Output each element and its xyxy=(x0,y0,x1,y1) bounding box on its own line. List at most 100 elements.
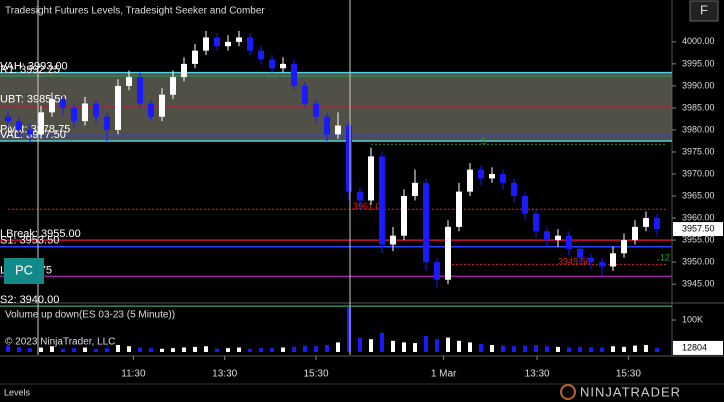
candle-body xyxy=(434,262,440,280)
candle-body xyxy=(588,257,594,263)
y-tick-label: 4000.00 xyxy=(682,36,715,46)
candle-body xyxy=(632,226,638,241)
candle-body xyxy=(357,191,363,201)
volume-bar xyxy=(182,347,186,352)
marker-label: 12 xyxy=(660,252,670,262)
volume-bar xyxy=(534,344,538,352)
level-label: S1: 3953.50 xyxy=(0,235,59,247)
y-tick-label: 3955.00 xyxy=(682,234,715,244)
candle-body xyxy=(368,156,374,201)
volume-bar xyxy=(611,346,615,352)
candle-body xyxy=(148,103,154,117)
volume-bar xyxy=(193,346,197,352)
candle-body xyxy=(654,218,660,230)
volume-bar xyxy=(314,346,318,352)
volume-bar xyxy=(523,345,527,352)
y2-tick-label: 100K xyxy=(682,314,703,324)
candle-body xyxy=(313,103,319,117)
tab-label: Levels xyxy=(4,387,31,397)
candle-body xyxy=(82,103,88,122)
candle-body xyxy=(269,59,275,69)
candle-body xyxy=(192,50,198,64)
volume-bar xyxy=(160,348,164,352)
candle-body xyxy=(71,107,77,122)
volume-bar xyxy=(61,348,65,352)
candle-body xyxy=(159,94,165,117)
marker-label: 3 xyxy=(481,137,486,147)
volume-bar xyxy=(171,348,175,352)
volume-bar xyxy=(325,344,329,352)
candle-body xyxy=(38,112,44,135)
marker-label: 3949.50 xyxy=(558,257,591,267)
x-tick-label: 15:30 xyxy=(616,369,641,380)
volume-bar xyxy=(94,348,98,352)
menu-button[interactable] xyxy=(689,0,719,22)
pc-button-label[interactable]: PC xyxy=(15,262,33,277)
candle-body xyxy=(643,218,649,227)
candle-body xyxy=(236,37,242,42)
last-volume-box xyxy=(673,340,723,355)
volume-bar xyxy=(39,347,43,352)
copyright: © 2023 NinjaTrader, LLC xyxy=(5,337,115,348)
volume-bar xyxy=(435,339,439,352)
candle-body xyxy=(214,37,220,47)
volume-bar xyxy=(600,347,604,352)
volume-bar xyxy=(622,346,626,352)
volume-bar xyxy=(512,346,516,352)
candle-body xyxy=(126,77,132,86)
level-label: UBT: 3985.50 xyxy=(0,94,67,106)
volume-bar xyxy=(556,346,560,352)
candle-body xyxy=(566,235,572,249)
candle-body xyxy=(467,169,473,192)
candle-body xyxy=(137,77,143,104)
candle-body xyxy=(610,253,616,267)
last-price-label: 3957.50 xyxy=(682,223,715,233)
volume-bar xyxy=(380,332,384,352)
candle-body xyxy=(302,85,308,104)
volume-bar xyxy=(336,342,340,352)
candle-body xyxy=(500,174,506,183)
x-tick-label: 13:30 xyxy=(212,369,237,380)
volume-bar xyxy=(578,346,582,352)
volume-bar xyxy=(83,347,87,352)
candle-body xyxy=(335,125,341,135)
candle-body xyxy=(621,240,627,254)
candle-body xyxy=(511,182,517,197)
candle-body xyxy=(104,116,110,130)
volume-bar xyxy=(50,346,54,352)
volume-bar xyxy=(589,347,593,352)
level-label: R1: 3992.25 xyxy=(0,64,60,76)
x-tick-label: 1 Mar xyxy=(431,369,457,380)
marker-label: 3961.00 xyxy=(353,202,386,212)
volume-bar xyxy=(413,343,417,352)
pc-button[interactable] xyxy=(4,258,44,284)
candle-body xyxy=(291,63,297,86)
volume-bar xyxy=(468,342,472,352)
candle-body xyxy=(247,37,253,51)
last-volume-label: 12804 xyxy=(682,342,707,352)
volume-bar xyxy=(17,347,21,352)
volume-bar xyxy=(292,346,296,352)
candle-body xyxy=(16,121,22,130)
candle-body xyxy=(170,77,176,95)
y-tick-label: 3995.00 xyxy=(682,58,715,68)
volume-bar xyxy=(457,340,461,352)
volume-title: Volume up down(ES 03-23 (5 Minute)) xyxy=(5,310,175,321)
candle-body xyxy=(544,231,550,241)
candle-body xyxy=(115,85,121,130)
volume-bar xyxy=(391,340,395,352)
volume-bar xyxy=(204,346,208,352)
y-tick-label: 3985.00 xyxy=(682,102,715,112)
candle-body xyxy=(478,169,484,179)
volume-bar xyxy=(303,345,307,352)
volume-bar xyxy=(237,347,241,352)
volume-bar xyxy=(259,348,263,352)
menu-button-label[interactable]: F xyxy=(700,2,708,17)
candle-body xyxy=(280,63,286,69)
candle-body xyxy=(27,129,33,135)
candle-body xyxy=(5,116,11,122)
chart-title: Tradesight Futures Levels, Tradesight Se… xyxy=(5,6,265,17)
volume-bar xyxy=(479,344,483,352)
